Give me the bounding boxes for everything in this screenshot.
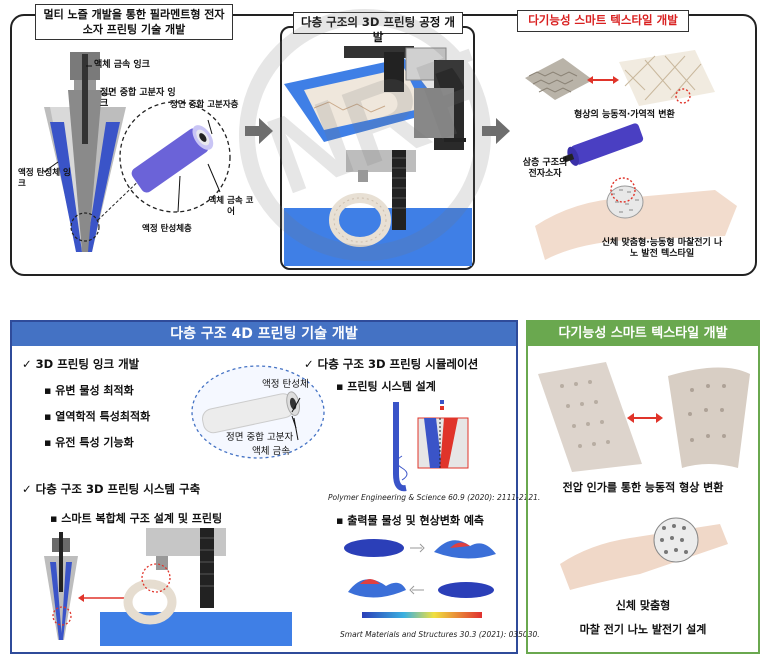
- ref-smart-materials: Smart Materials and Structures 30.3 (202…: [340, 630, 540, 639]
- caption-teng: 마찰 전기 나노 발전기 설계: [579, 623, 707, 636]
- item-thermo: ▪ 열역학적 특성최적화: [44, 410, 151, 423]
- item-print-design-text: 프린팅 시스템 설계: [347, 380, 436, 393]
- bottom-right-frame: [526, 320, 760, 654]
- label-elastomer-layer: 액정 탄성체층: [142, 224, 192, 234]
- bottom-right-header: 다기능성 스마트 텍스타일 개발: [528, 322, 758, 346]
- label-frontal-polymer-layer: 정면 중합 고분자층: [170, 100, 239, 110]
- panel2-title: 다층 구조의 3D 프린팅 공정 개발: [293, 12, 463, 44]
- nozzle-illustration: [43, 52, 231, 252]
- item-smart-composite: ▪ 스마트 복합체 구조 설계 및 프린팅: [50, 512, 223, 525]
- panel1-title-text: 멀티 노즐 개발을 통한 필라멘트형 전자 소자 프린팅 기술 개발: [43, 8, 225, 36]
- label-liquid-metal-ink: 액체 금속 잉크: [94, 60, 150, 70]
- item-smart-composite-text: 스마트 복합체 구조 설계 및 프린팅: [61, 512, 223, 525]
- panel2-title-text: 다층 구조의 3D 프린팅 공정 개발: [301, 15, 455, 44]
- label-fiber-metal: 액체 금속: [252, 446, 290, 457]
- bottom-left-frame: [10, 320, 518, 654]
- item-prediction: ▪ 출력물 물성 및 현상변화 예측: [336, 514, 485, 527]
- caption-custom: 신체 맞춤형: [615, 599, 671, 612]
- item-thermo-text: 열역학적 특성최적화: [55, 410, 151, 423]
- label-frontal-polymer-ink: 정면 중합 고분자 잉크: [100, 88, 176, 109]
- bottom-left-header: 다층 구조 4D 프린팅 기술 개발: [12, 322, 516, 346]
- textile-illustration: [525, 50, 737, 260]
- label-liquid-elastomer-ink: 액정 탄성체 잉크: [18, 168, 71, 189]
- item-print-design: ▪ 프린팅 시스템 설계: [336, 380, 436, 393]
- ref-polymer-eng: Polymer Engineering & Science 60.9 (2020…: [328, 493, 541, 502]
- panel1-title: 멀티 노즐 개발을 통한 필라멘트형 전자 소자 프린팅 기술 개발: [35, 4, 233, 40]
- process-arrow-2: [482, 118, 510, 144]
- item-rheology-text: 유변 물성 최적화: [55, 384, 134, 397]
- item-simulation-text: 다층 구조 3D 프린팅 시뮬레이션: [317, 357, 479, 371]
- item-dielectric: ▪ 유전 특성 기능화: [44, 436, 134, 449]
- label-triple-device: 삼층 구조의 전자소자: [522, 158, 568, 179]
- wristband-illustration: [560, 517, 728, 590]
- panel3-title: 다기능성 스마트 텍스타일 개발: [517, 10, 689, 32]
- label-shape-change: 형상의 능동적·가역적 변환: [574, 110, 675, 120]
- label-fiber-polymer: 정면 중합 고분자: [226, 432, 294, 443]
- system-illustration: [44, 528, 292, 646]
- nozzle-blue-channel: [50, 122, 82, 252]
- item-dielectric-text: 유전 특성 기능화: [55, 436, 134, 449]
- simulation-figure: [384, 394, 476, 494]
- caption-actuation: 전압 인가를 통한 능동적 형상 변환: [562, 481, 724, 494]
- process-arrow-1: [245, 118, 273, 144]
- bottom-left-header-text: 다층 구조 4D 프린팅 기술 개발: [170, 326, 358, 342]
- item-rheology: ▪ 유변 물성 최적화: [44, 384, 134, 397]
- item-simulation: ✓ 다층 구조 3D 프린팅 시뮬레이션: [304, 357, 479, 371]
- item-ink-dev-text: 3D 프린팅 잉크 개발: [35, 357, 140, 371]
- item-prediction-text: 출력물 물성 및 현상변화 예측: [347, 514, 485, 527]
- item-system-text: 다층 구조 3D 프린팅 시스템 구축: [35, 482, 201, 496]
- panel3-title-text: 다기능성 스마트 텍스타일 개발: [528, 13, 678, 27]
- watermark-logo: NRF: [239, 9, 507, 261]
- bottom-right-header-text: 다기능성 스마트 텍스타일 개발: [558, 326, 728, 341]
- deformation-simulation: [344, 539, 496, 618]
- label-liquid-metal-core: 액체 금속 코어: [208, 196, 254, 217]
- fiber-ellipse-illustration: [191, 365, 325, 459]
- item-ink-dev: ✓ 3D 프린팅 잉크 개발: [22, 357, 140, 371]
- label-fiber-elastomer: 액정 탄성체: [262, 379, 309, 390]
- actuation-illustration: [538, 362, 750, 472]
- fiber-body: [131, 128, 209, 193]
- label-wearable: 신체 맞춤형·능동형 마찰전기 나노 발전 텍스타일: [601, 238, 723, 259]
- printer-illustration: [284, 46, 472, 266]
- item-system: ✓ 다층 구조 3D 프린팅 시스템 구축: [22, 482, 201, 496]
